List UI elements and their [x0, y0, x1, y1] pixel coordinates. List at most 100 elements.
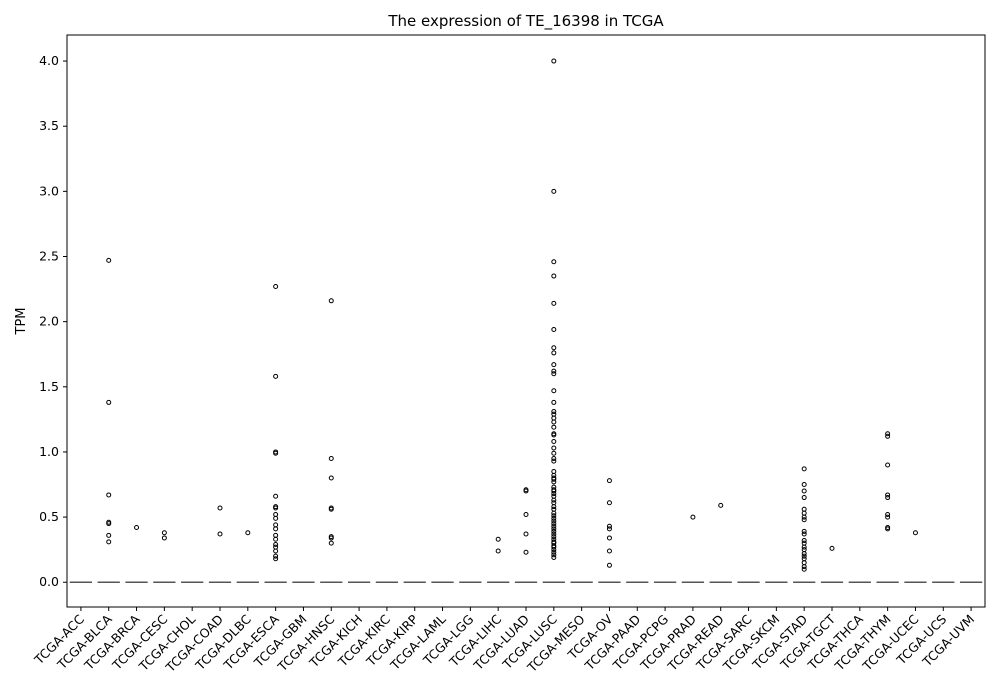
- outlier-point: [495, 548, 501, 554]
- outlier-point: [551, 531, 557, 537]
- outlier-point: [106, 539, 112, 545]
- outlier-point: [885, 511, 891, 517]
- outlier-point: [801, 528, 807, 534]
- outlier-point: [801, 551, 807, 557]
- outlier-point: [161, 530, 167, 536]
- y-axis-title: TPM: [14, 308, 29, 336]
- outlier-point: [495, 536, 501, 542]
- outlier-point: [273, 373, 279, 379]
- outlier-point: [106, 521, 112, 527]
- outlier-point: [161, 535, 167, 541]
- outlier-point: [801, 538, 807, 544]
- outlier-point: [885, 495, 891, 501]
- y-tick-label: 0.0: [39, 574, 59, 589]
- outlier-point: [606, 478, 612, 484]
- y-axis: 0.0 0.5 1.0 1.5 2.0 2.5 3.0 3.5 4.0: [39, 53, 67, 589]
- outlier-point: [551, 450, 557, 456]
- outlier-point: [801, 514, 807, 520]
- outlier-point: [551, 523, 557, 529]
- outlier-point: [106, 532, 112, 538]
- outlier-point: [801, 553, 807, 559]
- outlier-point: [551, 300, 557, 306]
- outlier-point: [551, 544, 557, 550]
- outlier-point: [273, 541, 279, 547]
- outlier-point: [328, 455, 334, 461]
- y-tick-label: 3.5: [39, 118, 59, 133]
- outlier-point: [273, 283, 279, 289]
- outlier-point: [801, 495, 807, 501]
- outlier-point: [273, 548, 279, 554]
- outlier-point: [551, 491, 557, 497]
- outlier-point: [606, 523, 612, 529]
- outlier-point: [606, 500, 612, 506]
- outlier-point: [217, 531, 223, 537]
- outlier-point: [606, 526, 612, 532]
- outlier-point: [273, 515, 279, 521]
- y-tick-label: 0.5: [39, 509, 59, 524]
- outlier-point: [551, 534, 557, 540]
- outlier-point: [718, 502, 724, 508]
- outlier-point: [885, 433, 891, 439]
- outlier-point: [273, 556, 279, 562]
- outlier-point: [551, 510, 557, 516]
- outlier-point: [328, 535, 334, 541]
- outlier-point: [523, 549, 529, 555]
- outlier-point: [328, 506, 334, 512]
- outlier-point: [273, 505, 279, 511]
- outlier-point: [106, 257, 112, 263]
- outlier-point: [551, 479, 557, 485]
- outlier-point: [885, 514, 891, 520]
- outlier-point: [551, 362, 557, 368]
- y-tick-label: 4.0: [39, 53, 59, 68]
- y-tick-label: 1.5: [39, 379, 59, 394]
- outlier-point: [328, 298, 334, 304]
- outlier-point: [273, 536, 279, 542]
- outlier-point: [273, 450, 279, 456]
- outlier-point: [801, 482, 807, 488]
- y-tick-label: 2.5: [39, 249, 59, 264]
- outlier-point: [551, 371, 557, 377]
- outlier-point: [551, 547, 557, 553]
- outlier-point: [801, 488, 807, 494]
- outlier-point: [801, 544, 807, 550]
- plot-marks: [69, 58, 983, 584]
- outlier-point: [885, 526, 891, 532]
- outlier-point: [551, 439, 557, 445]
- outlier-point: [551, 528, 557, 534]
- outlier-point: [885, 431, 891, 437]
- outlier-point: [551, 515, 557, 521]
- y-tick-label: 1.0: [39, 444, 59, 459]
- outlier-point: [606, 562, 612, 568]
- outlier-point: [551, 521, 557, 527]
- plot-frame: [66, 34, 986, 608]
- outlier-point: [551, 518, 557, 524]
- outlier-point: [912, 530, 918, 536]
- y-tick-label: 3.0: [39, 183, 59, 198]
- outlier-point: [551, 488, 557, 494]
- outlier-point: [801, 564, 807, 570]
- outlier-point: [551, 409, 557, 415]
- outlier-point: [606, 548, 612, 554]
- outlier-point: [551, 455, 557, 461]
- outlier-point: [328, 540, 334, 546]
- outlier-point: [273, 526, 279, 532]
- outlier-point: [801, 566, 807, 572]
- y-tick-label: 2.0: [39, 314, 59, 329]
- outlier-point: [551, 445, 557, 451]
- outlier-point: [829, 545, 835, 551]
- outlier-point: [551, 188, 557, 194]
- chart-title: The expression of TE_16398 in TCGA: [387, 12, 664, 31]
- outlier-point: [551, 497, 557, 503]
- outlier-point: [551, 432, 557, 438]
- outlier-point: [551, 259, 557, 265]
- outlier-point: [245, 530, 251, 536]
- outlier-point: [551, 552, 557, 558]
- outlier-point: [106, 399, 112, 405]
- outlier-point: [606, 535, 612, 541]
- outlier-point: [801, 466, 807, 472]
- outlier-point: [523, 488, 529, 494]
- outlier-point: [690, 514, 696, 520]
- outlier-point: [801, 531, 807, 537]
- outlier-point: [134, 525, 140, 531]
